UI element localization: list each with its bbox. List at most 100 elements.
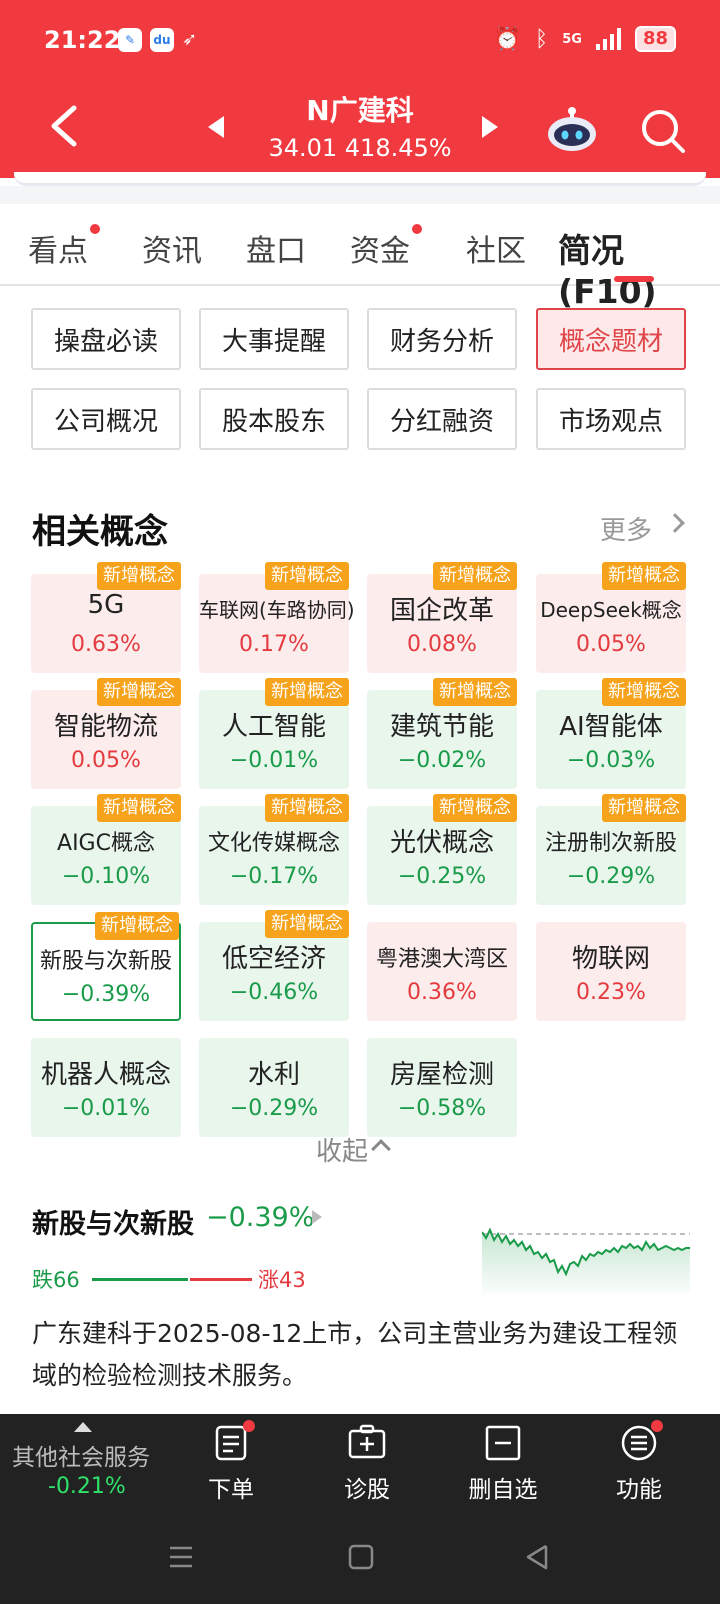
- status-indicators: ⏰ ᛒ 5G 88: [494, 26, 676, 52]
- new-concept-badge: 新增概念: [265, 794, 349, 822]
- home-icon[interactable]: [348, 1544, 374, 1570]
- concept-change-pct: −0.58%: [397, 1096, 487, 1121]
- concept-card[interactable]: 物联网 0.23%: [536, 922, 686, 1021]
- functions-label: 功能: [616, 1477, 662, 1503]
- subtab-major-events[interactable]: 大事提醒: [199, 308, 349, 370]
- concept-change-pct: −0.01%: [61, 1096, 151, 1121]
- concept-card[interactable]: 水利 −0.29%: [199, 1038, 349, 1137]
- tab-fund-flow[interactable]: 资金: [350, 224, 422, 270]
- back-arrow-icon[interactable]: [46, 104, 86, 148]
- subtab-concepts[interactable]: 概念题材: [536, 308, 686, 370]
- menu-icon: [621, 1425, 657, 1461]
- new-concept-badge: 新增概念: [265, 678, 349, 706]
- search-icon[interactable]: [640, 108, 686, 154]
- concept-name: 智能物流: [53, 712, 158, 742]
- concept-name: 文化传媒概念: [207, 831, 340, 856]
- order-button[interactable]: 下单: [176, 1420, 286, 1504]
- network-label: 5G: [562, 31, 582, 47]
- concept-change-pct: 0.05%: [71, 748, 141, 773]
- concept-change-pct: 0.17%: [239, 632, 309, 657]
- notification-icons: ✎ du ➶: [118, 28, 206, 52]
- concept-name: 光伏概念: [389, 828, 494, 858]
- tab-label: 盘口: [246, 234, 306, 269]
- concept-card[interactable]: 建筑节能 −0.02% 新增概念: [367, 678, 517, 789]
- subtab-dividends-financing[interactable]: 分红融资: [367, 388, 517, 450]
- concept-card[interactable]: 国企改革 0.08% 新增概念: [367, 562, 517, 673]
- functions-button[interactable]: 功能: [584, 1420, 694, 1504]
- chevron-right-icon[interactable]: [665, 513, 685, 533]
- concept-card[interactable]: 注册制次新股 −0.29% 新增概念: [536, 794, 686, 905]
- subtab-market-views[interactable]: 市场观点: [536, 388, 686, 450]
- tab-highlights[interactable]: 看点: [28, 224, 100, 270]
- new-concept-badge: 新增概念: [95, 912, 179, 940]
- concept-card[interactable]: 智能物流 0.05% 新增概念: [31, 678, 181, 789]
- section-title: 相关概念: [32, 512, 168, 552]
- prev-stock-icon[interactable]: [208, 116, 224, 138]
- tab-news[interactable]: 资讯: [142, 226, 202, 270]
- tab-profile-f10[interactable]: 简况(F10): [558, 224, 720, 311]
- subtab-financial-analysis[interactable]: 财务分析: [367, 308, 517, 370]
- fall-count: 跌66: [32, 1268, 80, 1292]
- tab-label: 资讯: [142, 234, 202, 269]
- next-stock-icon[interactable]: [482, 116, 498, 138]
- subtab-trading-essentials[interactable]: 操盘必读: [31, 308, 181, 370]
- tab-community[interactable]: 社区: [466, 226, 526, 270]
- concept-name: 水利: [247, 1060, 300, 1090]
- concept-card[interactable]: DeepSeek概念 0.05% 新增概念: [536, 562, 686, 673]
- concept-card[interactable]: AI智能体 −0.03% 新增概念: [536, 678, 686, 789]
- new-concept-badge: 新增概念: [433, 678, 517, 706]
- new-concept-badge: 新增概念: [97, 562, 181, 590]
- concept-name: AI智能体: [559, 712, 663, 742]
- concept-change-pct: −0.02%: [397, 748, 487, 773]
- concept-card[interactable]: 车联网(车路协同) 0.17% 新增概念: [199, 562, 355, 673]
- remove-watchlist-label: 删自选: [468, 1477, 538, 1503]
- concept-change-pct: −0.29%: [229, 1096, 319, 1121]
- concept-name: 房屋检测: [389, 1060, 494, 1090]
- concept-card[interactable]: 光伏概念 −0.25% 新增概念: [367, 794, 517, 905]
- rise-count: 涨43: [258, 1268, 306, 1292]
- concept-card[interactable]: 粤港澳大湾区 0.36%: [367, 922, 517, 1021]
- play-triangle-icon[interactable]: [312, 1210, 322, 1224]
- chevron-up-icon[interactable]: [371, 1139, 391, 1159]
- active-tab-indicator: [614, 276, 654, 282]
- back-nav-icon[interactable]: [524, 1544, 550, 1570]
- diagnose-button[interactable]: 诊股: [312, 1424, 422, 1504]
- concept-card[interactable]: 5G 0.63% 新增概念: [31, 562, 181, 673]
- concept-change-pct: 0.36%: [407, 980, 477, 1005]
- concept-change-pct: 0.08%: [407, 632, 477, 657]
- concept-change-pct: 0.23%: [576, 980, 646, 1005]
- concept-name: 粤港澳大湾区: [375, 947, 508, 972]
- new-concept-badge: 新增概念: [265, 910, 349, 938]
- concept-card[interactable]: 房屋检测 −0.58%: [367, 1038, 517, 1137]
- app-notification-icon: ✎: [118, 28, 142, 52]
- remove-watchlist-button[interactable]: 删自选: [448, 1424, 558, 1504]
- diagnose-icon: [348, 1424, 386, 1459]
- sector-name[interactable]: 其他社会服务: [12, 1445, 150, 1471]
- more-link[interactable]: 更多: [600, 516, 653, 546]
- featured-concept-name[interactable]: 新股与次新股: [32, 1209, 194, 1240]
- concept-card[interactable]: 机器人概念 −0.01%: [31, 1038, 181, 1137]
- concept-card[interactable]: 人工智能 −0.01% 新增概念: [199, 678, 349, 789]
- concept-name: 低空经济: [221, 944, 326, 974]
- new-concept-badge: 新增概念: [602, 794, 686, 822]
- new-concept-badge: 新增概念: [602, 562, 686, 590]
- tab-quotes[interactable]: 盘口: [246, 226, 306, 270]
- subtab-shareholders[interactable]: 股本股东: [199, 388, 349, 450]
- robot-assistant-icon[interactable]: [546, 106, 598, 152]
- recent-apps-icon[interactable]: [168, 1544, 194, 1570]
- stock-price: 34.01 418.45%: [268, 134, 452, 162]
- collapse-button[interactable]: 收起: [316, 1137, 369, 1167]
- concept-card[interactable]: 文化传媒概念 −0.17% 新增概念: [199, 794, 349, 905]
- concept-change-pct: −0.46%: [229, 980, 319, 1005]
- expand-up-icon[interactable]: [74, 1422, 92, 1432]
- rise-ratio-bar: [190, 1278, 252, 1281]
- concept-name: 车联网(车路协同): [199, 598, 355, 622]
- concept-card[interactable]: 新股与次新股 −0.39% 新增概念: [31, 912, 181, 1021]
- main-tabs: 看点 资讯 盘口 资金 社区 简况(F10): [0, 204, 720, 311]
- notification-dot: [90, 224, 100, 234]
- subtab-company-overview[interactable]: 公司概况: [31, 388, 181, 450]
- remove-watchlist-icon: [485, 1425, 521, 1461]
- concept-card[interactable]: 低空经济 −0.46% 新增概念: [199, 910, 349, 1021]
- concept-card[interactable]: AIGC概念 −0.10% 新增概念: [31, 794, 181, 905]
- concept-change-pct: −0.03%: [566, 748, 656, 773]
